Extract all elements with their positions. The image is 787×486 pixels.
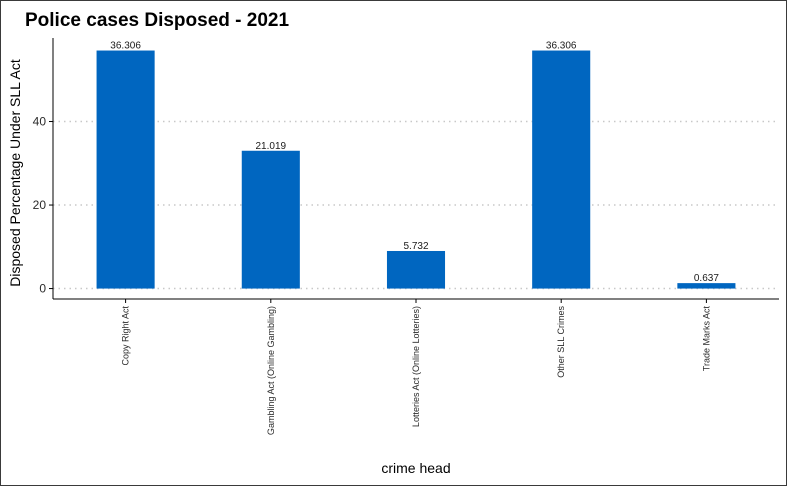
data-label: 0.637 (694, 273, 719, 284)
x-tick-label: Trade Marks Act (701, 306, 711, 372)
x-tick-label: Gambling Act (Online Gambling) (266, 306, 276, 435)
bar (386, 250, 446, 289)
x-tick-label: Lotteries Act (Online Lotteries) (411, 306, 421, 427)
x-axis-title: crime head (381, 460, 450, 476)
bar (241, 150, 300, 289)
y-tick-label: 40 (33, 115, 47, 129)
data-labels: 36.306 21.019 5.732 36.306 0.637 (110, 41, 719, 285)
bars (96, 50, 736, 289)
y-axis-ticks: 0 20 40 (33, 115, 53, 296)
data-label: 36.306 (546, 41, 577, 52)
bar (532, 50, 591, 289)
bar (96, 50, 155, 289)
chart-title: Police cases Disposed - 2021 (25, 10, 289, 31)
y-tick-label: 20 (33, 198, 47, 212)
y-axis-title: Disposed Percentage Under SLL Act (7, 59, 23, 287)
data-label: 21.019 (256, 141, 287, 152)
y-tick-label: 0 (39, 282, 46, 296)
x-axis-ticks: Copy Right Act Gambling Act (Online Gambl… (121, 299, 711, 435)
x-tick-label: Copy Right Act (121, 306, 131, 366)
data-label: 5.732 (403, 241, 428, 252)
x-tick-label: Other SLL Crimes (556, 306, 566, 378)
data-label: 36.306 (110, 41, 141, 52)
bar (677, 283, 736, 289)
